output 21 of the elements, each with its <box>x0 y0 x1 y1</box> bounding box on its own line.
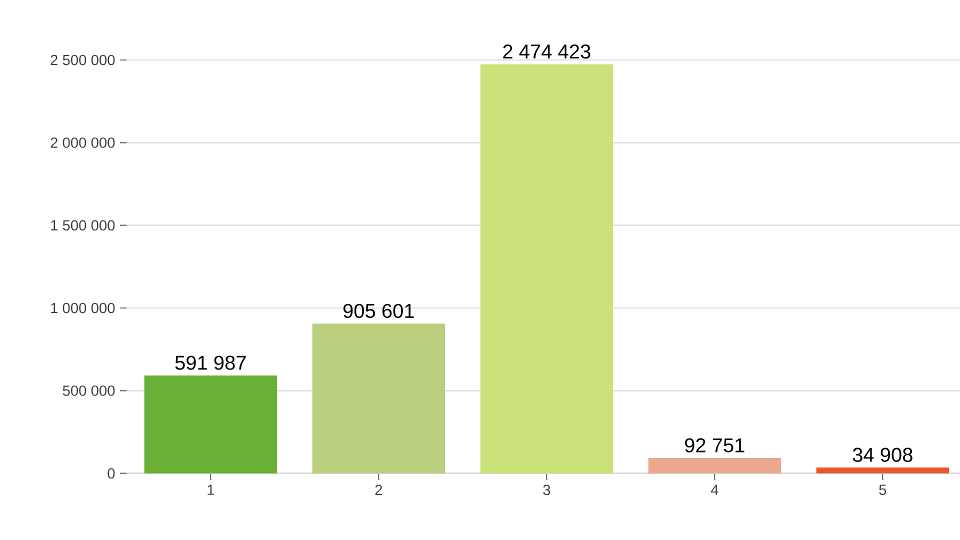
x-tick-label: 3 <box>543 484 550 496</box>
bar <box>816 468 950 474</box>
data-label: 2 474 423 <box>503 44 590 59</box>
x-tick-label: 1 <box>208 484 214 495</box>
data-label: 34 908 <box>852 448 912 462</box>
bar <box>648 458 782 474</box>
y-tick-label: 0 <box>108 468 115 479</box>
x-tick-label: 2 <box>375 484 382 495</box>
y-tick-label: 1 500 000 <box>51 220 115 231</box>
bar <box>144 375 278 474</box>
data-label: 92 751 <box>685 438 744 452</box>
y-tick-label: 500 000 <box>62 385 115 396</box>
data-label: 591 987 <box>175 356 246 370</box>
data-label: 905 601 <box>343 304 414 318</box>
y-tick-label: 1 000 000 <box>51 302 115 314</box>
x-tick-label: 5 <box>879 484 886 495</box>
bar <box>312 324 446 474</box>
y-tick-label: 2 500 000 <box>50 54 115 66</box>
x-tick-label: 4 <box>710 484 718 495</box>
y-tick-label: 2 000 000 <box>50 137 115 148</box>
bar <box>480 64 614 474</box>
